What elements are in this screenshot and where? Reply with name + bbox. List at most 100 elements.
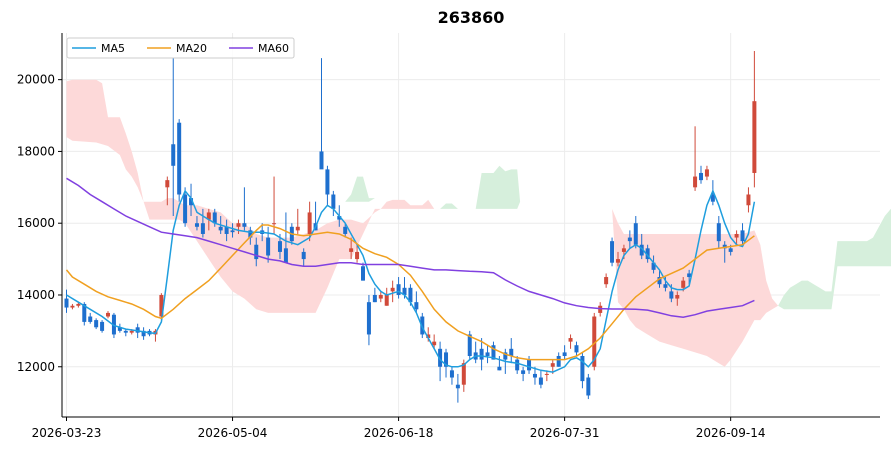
candle-52: [372, 287, 377, 303]
candle-107: [699, 165, 704, 184]
candle-body: [657, 277, 662, 285]
candle-6: [100, 320, 105, 333]
candle-body: [438, 348, 443, 367]
candle-body: [189, 198, 194, 206]
candle-113: [734, 230, 739, 245]
candle-114: [740, 223, 745, 245]
candle-30: [242, 187, 247, 231]
candle-13: [141, 327, 146, 340]
candle-79: [532, 366, 537, 385]
candle-9: [117, 323, 122, 333]
candle-body: [627, 237, 632, 242]
x-tick-label: 2026-07-31: [530, 426, 600, 440]
candle-body: [301, 251, 306, 260]
candle-56: [396, 277, 401, 299]
candle-body: [200, 223, 205, 234]
candle-28: [230, 223, 235, 238]
candle-body: [378, 294, 383, 299]
candle-body: [556, 355, 561, 367]
candle-44: [325, 165, 330, 206]
candle-51: [366, 294, 371, 346]
candle-80: [538, 370, 543, 389]
y-tick-label: 12000: [17, 360, 55, 374]
candle-body: [408, 287, 413, 303]
legend: MA5 MA20 MA60: [66, 37, 295, 59]
candle-body: [687, 273, 692, 278]
candle-50: [361, 262, 365, 281]
candle-98: [645, 244, 650, 263]
candle-body: [568, 338, 573, 342]
legend-label-ma60: MA60: [258, 42, 289, 55]
candle-105: [687, 269, 692, 285]
x-tick-label: 2026-03-23: [32, 426, 102, 440]
candle-63: [438, 341, 443, 382]
candle-body: [704, 169, 709, 177]
candle-23: [200, 208, 205, 238]
candle-65: [449, 366, 454, 385]
candle-body: [307, 212, 312, 234]
candle-body: [242, 223, 247, 227]
y-tick-label: 14000: [17, 288, 55, 302]
candle-body: [283, 248, 288, 263]
candle-body: [230, 230, 235, 233]
candle-body: [194, 223, 199, 227]
candle-body: [455, 384, 460, 389]
candle-91: [604, 273, 609, 288]
candle-body: [710, 194, 715, 202]
candle-body: [580, 355, 585, 382]
candle-body: [586, 377, 591, 396]
candle-body: [562, 352, 567, 356]
candle-body: [610, 241, 615, 263]
candle-body: [449, 370, 454, 378]
candle-69: [473, 341, 478, 364]
candle-body: [509, 348, 514, 356]
candle-body: [82, 303, 87, 322]
candle-19: [177, 119, 182, 202]
candle-43: [319, 58, 324, 170]
candle-54: [384, 287, 389, 306]
candles: [64, 50, 757, 403]
candle-body: [212, 212, 217, 224]
candle-37: [283, 212, 288, 263]
candle-body: [218, 226, 223, 231]
candle-body: [722, 244, 727, 249]
candle-27: [224, 219, 229, 242]
candle-20: [183, 187, 188, 227]
legend-box: [66, 37, 295, 59]
candle-body: [521, 370, 526, 374]
candle-93: [615, 251, 620, 267]
candle-4: [88, 312, 93, 324]
candle-106: [693, 126, 698, 191]
candle-body: [325, 169, 330, 195]
candle-108: [704, 165, 709, 181]
candle-body: [372, 294, 377, 303]
candle-body: [171, 144, 176, 166]
legend-label-ma5: MA5: [101, 42, 125, 55]
candle-body: [740, 230, 745, 242]
candle-body: [206, 212, 211, 220]
candle-103: [675, 291, 680, 306]
candle-body: [592, 316, 597, 367]
moving-average-lines: [65, 177, 756, 373]
candle-body: [669, 291, 674, 299]
candle-body: [272, 223, 277, 225]
x-axis-ticks: 2026-03-23 2026-05-04 2026-06-18 2026-07-31…: [32, 417, 766, 440]
candle-body: [349, 248, 354, 252]
candle-97: [639, 233, 644, 260]
candle-body: [651, 262, 656, 270]
candle-22: [194, 216, 199, 231]
candle-body: [343, 226, 348, 234]
candle-body: [485, 352, 490, 356]
candle-body: [390, 287, 395, 292]
candle-body: [633, 223, 638, 245]
candle-body: [728, 248, 733, 252]
candle-76: [515, 355, 520, 374]
candle-body: [70, 305, 75, 308]
candle-40: [301, 248, 306, 267]
candle-body: [236, 223, 241, 227]
candle-body: [645, 248, 650, 260]
candle-body: [88, 316, 93, 322]
candle-body: [615, 259, 620, 263]
candle-16: [159, 293, 164, 321]
